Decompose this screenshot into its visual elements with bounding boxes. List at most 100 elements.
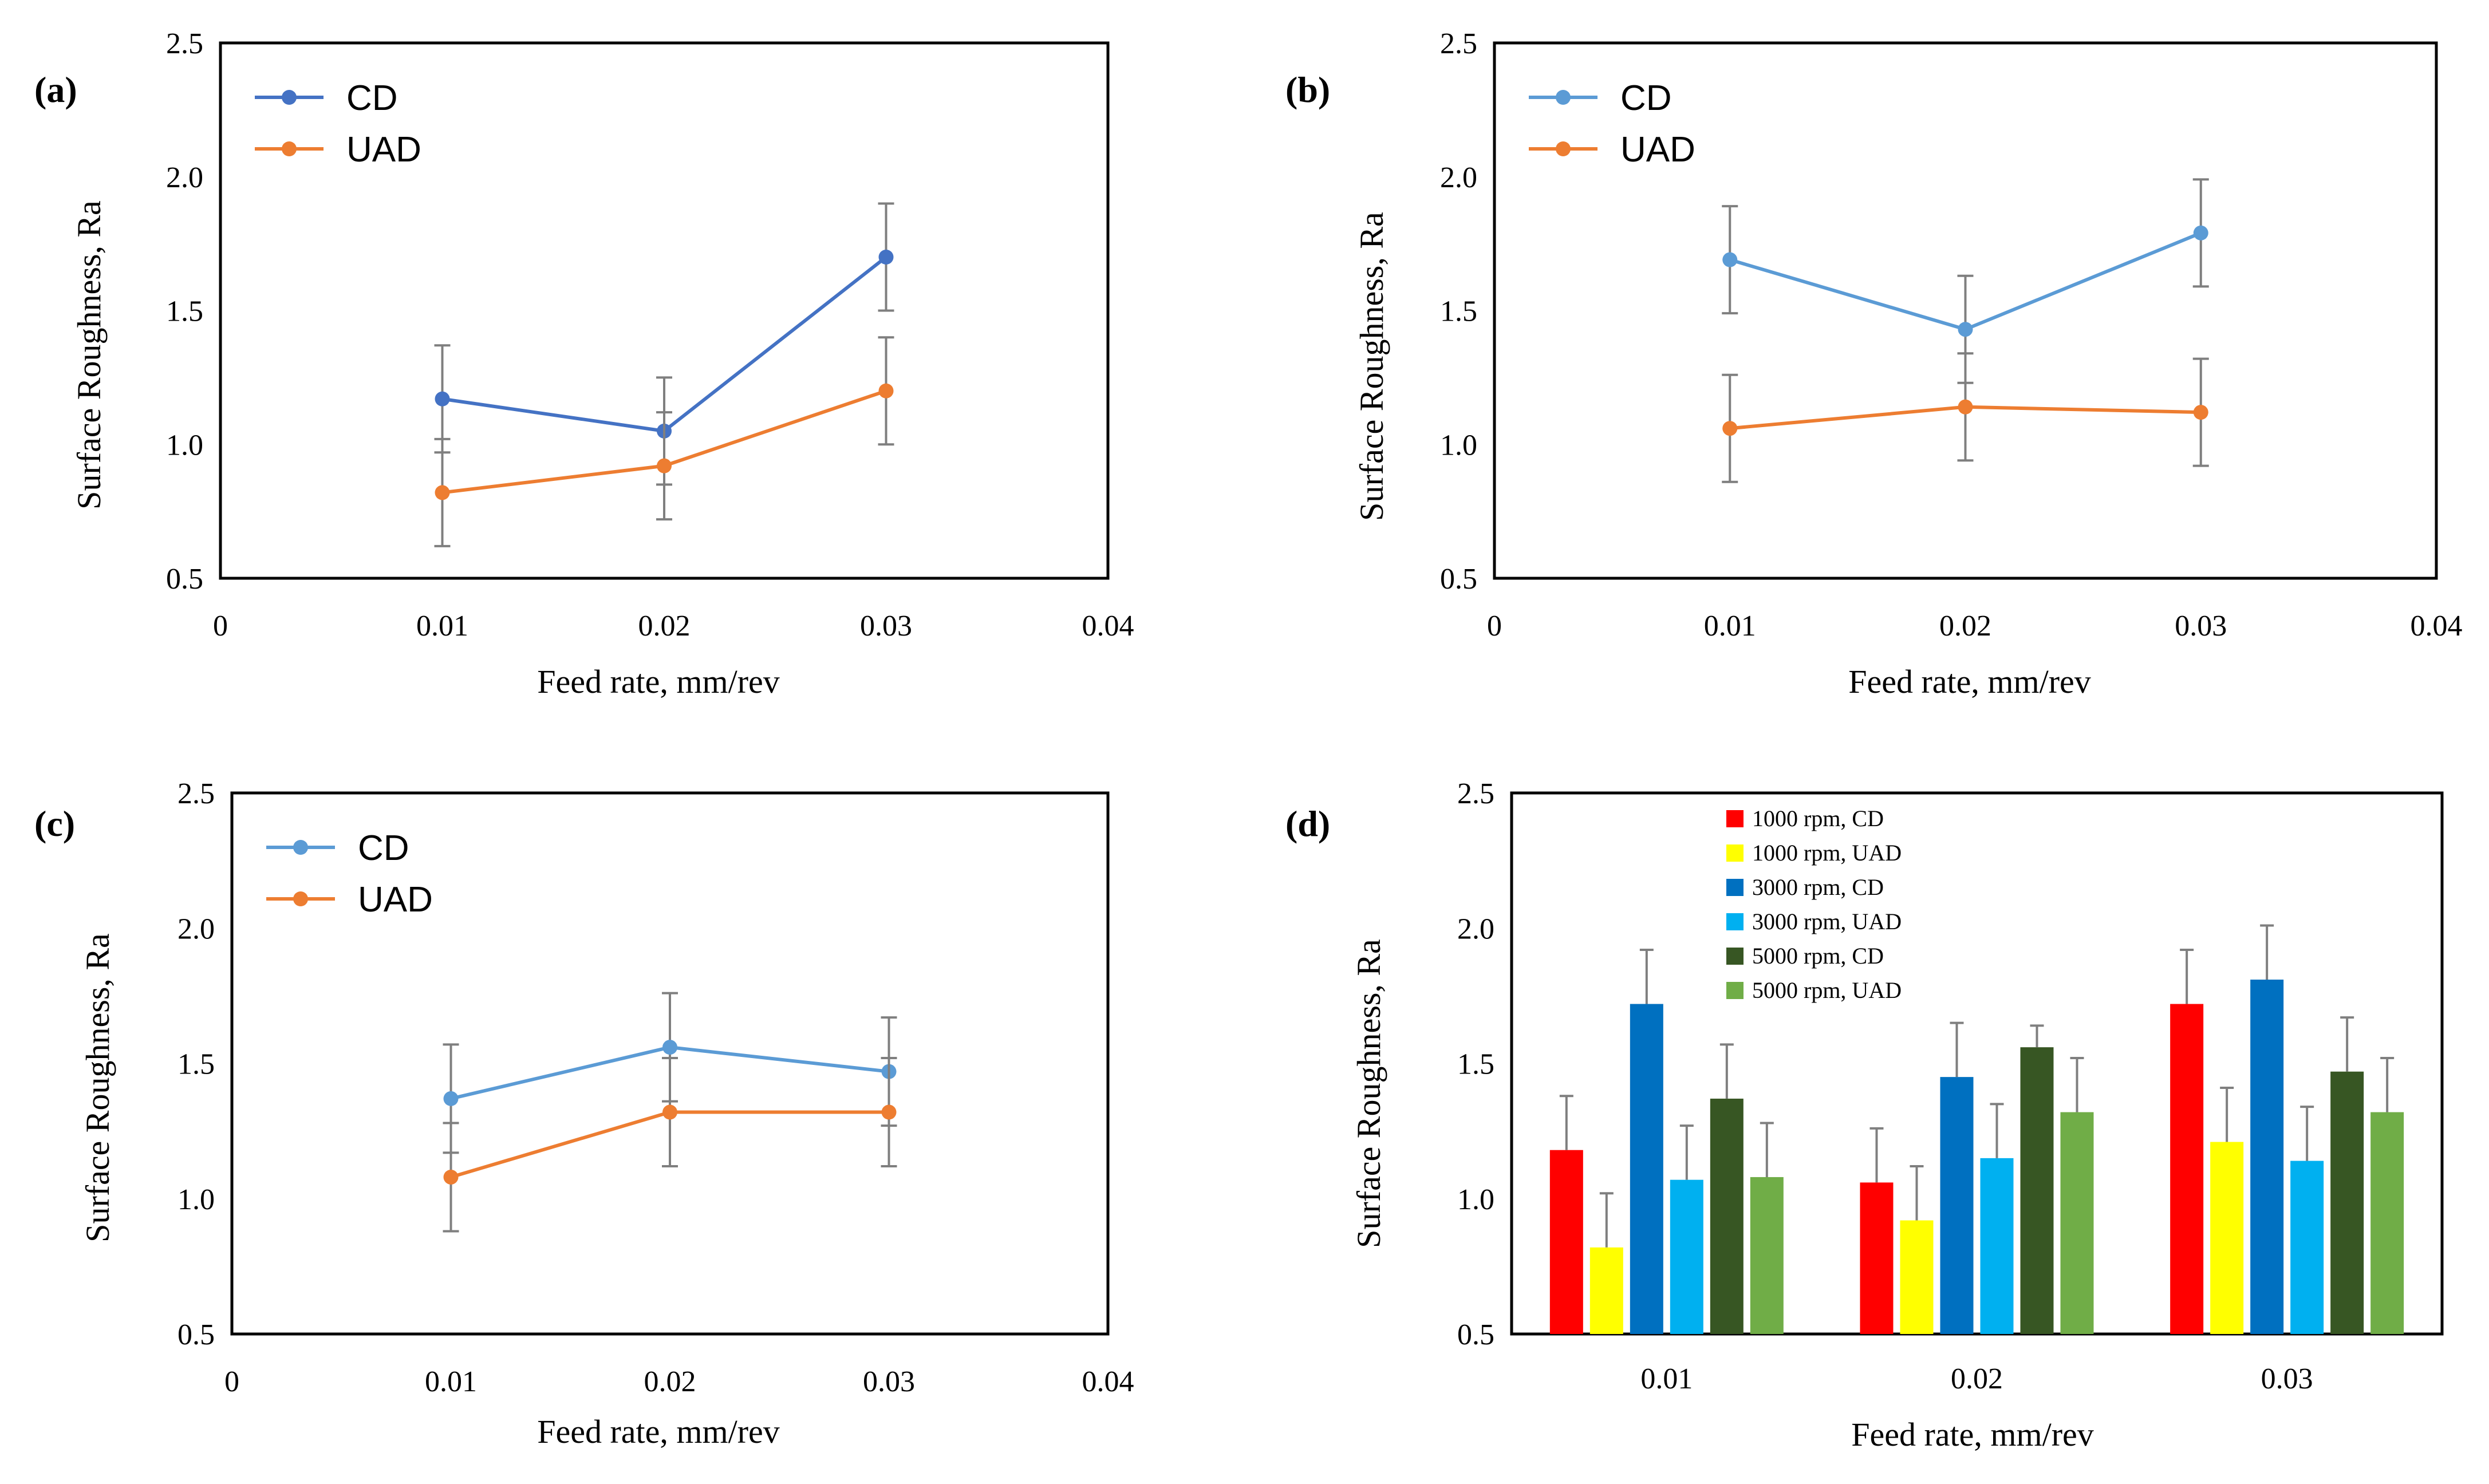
plot-frame <box>1493 41 2438 580</box>
y-tick-label: 2.0 <box>1457 913 1494 945</box>
bar <box>2250 980 2284 1334</box>
x-tick-label: 0.01 <box>425 1365 477 1398</box>
legend-swatch <box>1726 844 1744 862</box>
bar <box>2020 1047 2054 1334</box>
data-point <box>435 485 450 500</box>
legend-label: 3000 rpm, CD <box>1752 874 1884 900</box>
legend-label: UAD <box>358 880 433 919</box>
y-tick-label: 1.5 <box>1440 295 1477 328</box>
y-tick-label: 0.5 <box>177 1319 215 1351</box>
data-point <box>1722 252 1738 267</box>
bar <box>1670 1179 1703 1334</box>
x-tick-label: 0 <box>224 1365 239 1398</box>
legend-label: CD <box>358 828 409 868</box>
plot-frame <box>219 41 1110 580</box>
data-point <box>881 1104 897 1120</box>
panel-label: (a) <box>34 69 77 110</box>
y-tick-label: 2.0 <box>166 161 203 194</box>
bar <box>2210 1142 2244 1334</box>
y-axis-label: Surface Roughness, Ra <box>1350 939 1387 1248</box>
x-tick-label: 0 <box>1487 610 1502 642</box>
bar <box>2330 1071 2364 1334</box>
x-tick-label: 0.03 <box>860 610 912 642</box>
x-tick-label: 0.03 <box>2175 610 2227 642</box>
y-tick-label: 2.5 <box>1457 777 1494 810</box>
legend-label: 5000 rpm, CD <box>1752 943 1884 969</box>
data-point <box>2193 225 2208 240</box>
x-tick-label: 0.04 <box>1082 610 1134 642</box>
panel-d: (d) Surface Roughness, Ra Feed rate, mm/… <box>1285 777 2444 1453</box>
bar <box>1549 1150 1583 1334</box>
legend-label: CD <box>346 78 398 118</box>
bar <box>2060 1112 2094 1334</box>
y-tick-label: 2.5 <box>166 27 203 60</box>
bar <box>2170 1004 2204 1334</box>
data-point <box>657 458 672 473</box>
y-tick-label: 2.0 <box>1440 161 1477 194</box>
x-axis-label: Feed rate, mm/rev <box>537 663 780 700</box>
legend-swatch <box>1726 879 1744 896</box>
legend-label: CD <box>1620 78 1672 118</box>
plot-frame <box>230 791 1110 1336</box>
data-point <box>1958 399 1973 415</box>
data-point <box>1722 421 1738 436</box>
y-tick-label: 1.0 <box>166 429 203 461</box>
legend-marker <box>282 90 297 105</box>
legend-marker <box>293 840 308 855</box>
y-tick-label: 0.5 <box>1457 1319 1494 1351</box>
legend-marker <box>1556 90 1571 105</box>
y-axis-label: Surface Roughness, Ra <box>1353 212 1390 521</box>
y-tick-label: 1.0 <box>1457 1183 1494 1216</box>
data-point <box>443 1169 459 1185</box>
legend-label: 1000 rpm, CD <box>1752 806 1884 831</box>
data-point <box>662 1104 677 1120</box>
bar <box>2370 1112 2404 1334</box>
y-tick-label: 2.0 <box>177 913 215 945</box>
bar <box>1940 1077 1974 1334</box>
panel-label: (c) <box>34 803 75 844</box>
bar <box>1860 1182 1894 1334</box>
y-tick-label: 2.5 <box>1440 27 1477 60</box>
x-tick-label: 0.04 <box>1082 1365 1134 1398</box>
panel-b: (b) Surface Roughness, Ra Feed rate, mm/… <box>1285 27 2463 700</box>
y-tick-label: 1.5 <box>166 295 203 328</box>
x-tick-label: 0 <box>213 610 228 642</box>
legend-marker <box>293 891 308 906</box>
x-axis-label: Feed rate, mm/rev <box>1851 1416 2094 1453</box>
x-tick-label: 0.02 <box>644 1365 696 1398</box>
y-axis-label: Surface Roughness, Ra <box>70 200 108 510</box>
x-tick-label: 0.01 <box>416 610 468 642</box>
legend-swatch <box>1726 982 1744 999</box>
data-point <box>878 250 894 265</box>
bar <box>1589 1247 1623 1334</box>
legend-marker <box>282 141 297 156</box>
data-point <box>2193 405 2208 420</box>
data-point <box>435 391 450 406</box>
x-tick-label: 0.03 <box>2261 1363 2313 1395</box>
legend-marker <box>1556 141 1571 156</box>
x-axis-label: Feed rate, mm/rev <box>537 1413 780 1450</box>
x-tick-label: 0.01 <box>1704 610 1756 642</box>
legend-swatch <box>1726 948 1744 965</box>
y-tick-label: 1.5 <box>177 1048 215 1081</box>
panel-label: (b) <box>1285 69 1330 110</box>
y-tick-label: 1.5 <box>1457 1048 1494 1081</box>
x-tick-label: 0.03 <box>863 1365 915 1398</box>
y-tick-label: 1.0 <box>177 1183 215 1216</box>
x-tick-label: 0.01 <box>1640 1363 1693 1395</box>
legend-label: 5000 rpm, UAD <box>1752 977 1902 1003</box>
panel-c: (c) Surface Roughness, Ra Feed rate, mm/… <box>34 777 1134 1450</box>
legend-label: 3000 rpm, UAD <box>1752 909 1902 934</box>
bar <box>1980 1158 2014 1334</box>
y-tick-label: 0.5 <box>166 563 203 595</box>
legend-label: UAD <box>346 130 421 169</box>
y-axis-label: Surface Roughness, Ra <box>79 933 116 1242</box>
data-point <box>662 1040 677 1055</box>
x-tick-label: 0.02 <box>638 610 691 642</box>
plot-frame <box>1510 791 2444 1336</box>
bar <box>1710 1098 1744 1334</box>
y-tick-label: 1.0 <box>1440 429 1477 461</box>
x-tick-label: 0.04 <box>2411 610 2463 642</box>
data-point <box>1958 322 1973 337</box>
